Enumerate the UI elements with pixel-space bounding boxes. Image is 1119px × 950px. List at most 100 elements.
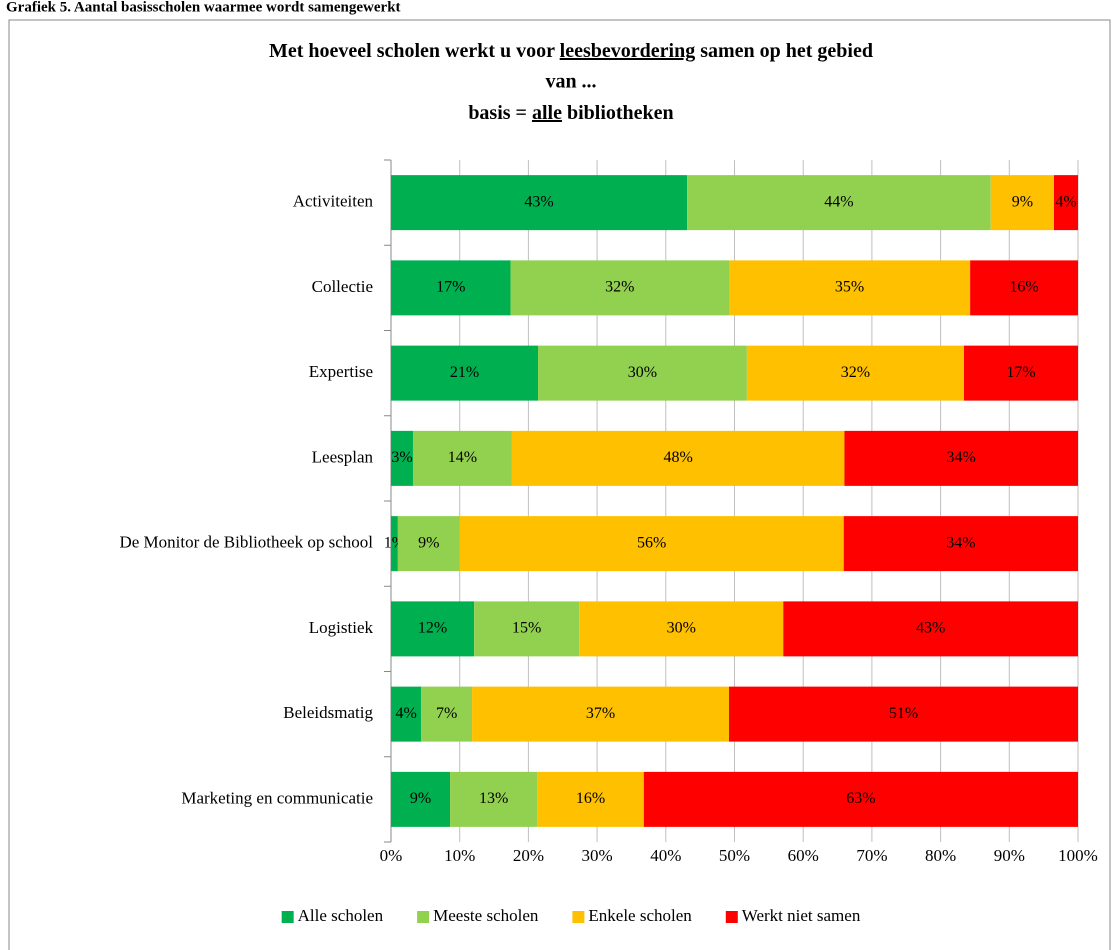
x-tick-label: 0% [380,846,403,865]
bar-segment [511,430,845,486]
value-label: 15% [512,620,541,637]
value-label: 17% [436,279,465,296]
title-part: basis = [468,102,532,124]
value-label: 4% [1055,193,1076,210]
value-label: 32% [605,279,634,296]
chart-title: basis = alle bibliotheken [468,102,673,124]
x-tick-label: 10% [444,846,475,865]
y-tick-label: Beleidsmatig [283,703,373,722]
legend-label: Alle scholen [298,906,384,925]
bar-segment [970,260,1078,316]
value-label: 34% [946,534,975,551]
bar-segment [459,516,844,572]
title-part: bibliotheken [562,102,674,124]
value-label: 4% [395,705,416,722]
value-label: 13% [479,790,508,807]
legend-swatch [281,911,294,923]
legend-label: Enkele scholen [588,906,692,925]
bar-segment [783,601,1078,657]
x-tick-label: 70% [856,846,887,865]
x-tick-label: 80% [925,846,956,865]
value-label: 16% [576,790,605,807]
title-part: Met hoeveel scholen werkt u voor [269,40,560,62]
value-label: 9% [410,790,431,807]
y-tick-label: Marketing en communicatie [181,788,373,807]
value-label: 7% [436,705,457,722]
value-label: 9% [1012,193,1033,210]
bar-segment [729,260,971,316]
bar-segment [963,345,1078,401]
bar-segment [472,686,730,742]
bar-segment [391,686,422,742]
bar-segment [391,345,539,401]
y-tick-label: Activiteiten [293,192,374,211]
bar-segment [579,601,784,657]
bar-segment [843,516,1078,572]
bar-segment [729,686,1078,742]
x-tick-label: 40% [650,846,681,865]
legend-label: Meeste scholen [433,906,539,925]
y-tick-label: Leesplan [312,447,374,466]
legend-swatch [725,911,738,923]
value-label: 16% [1009,279,1038,296]
value-label: 35% [835,279,864,296]
value-label: 30% [667,620,696,637]
bar-segment [537,771,644,827]
title-part: leesbevordering [560,40,696,62]
value-label: 21% [450,364,479,381]
legend-swatch [572,911,585,923]
value-label: 37% [586,705,615,722]
legend-label: Werkt niet samen [742,906,861,925]
bar-segment [643,771,1078,827]
bar-segment [687,175,991,231]
x-tick-label: 30% [582,846,613,865]
bar-segment [990,175,1054,231]
bar-segment [391,430,413,486]
value-label: 14% [448,449,477,466]
title-part: samen op het gebied [695,40,873,62]
value-label: 3% [391,449,412,466]
value-label: 12% [418,620,447,637]
bar-segment [391,771,451,827]
value-label: 32% [841,364,870,381]
bar-segment [397,516,460,572]
bar-segment [844,430,1078,486]
value-label: 48% [664,449,693,466]
value-label: 44% [824,193,853,210]
chart-border [8,19,1111,950]
bar-segment [474,601,580,657]
caption: Grafiek 5. Aantal basisscholen waarmee w… [6,0,401,15]
bar-segment [1053,175,1078,231]
title-part: alle [532,102,562,124]
x-tick-label: 90% [994,846,1025,865]
chart-title: van ... [545,71,596,93]
bar-segment [391,175,688,231]
value-label: 43% [916,620,945,637]
x-tick-label: 100% [1058,846,1098,865]
value-label: 34% [947,449,976,466]
y-tick-label: De Monitor de Bibliotheek op school [119,533,373,552]
bar-segment [510,260,730,316]
value-label: 51% [889,705,918,722]
x-tick-label: 20% [513,846,544,865]
x-tick-label: 60% [788,846,819,865]
bar-segment [412,430,512,486]
bar-segment [450,771,538,827]
bar-segment [391,516,398,572]
bar-segment [538,345,747,401]
y-tick-label: Logistiek [309,618,374,637]
value-label: 17% [1006,364,1035,381]
legend-swatch [417,911,430,923]
value-label: 63% [846,790,875,807]
value-label: 30% [628,364,657,381]
bar-segment [746,345,964,401]
x-tick-label: 50% [719,846,750,865]
bar-segment [391,601,475,657]
y-tick-label: Expertise [309,362,373,381]
value-label: 9% [418,534,439,551]
bar-segment [421,686,473,742]
chart-title: Met hoeveel scholen werkt u voor leesbev… [269,40,873,62]
bar-segment [391,260,511,316]
y-tick-label: Collectie [312,277,373,296]
